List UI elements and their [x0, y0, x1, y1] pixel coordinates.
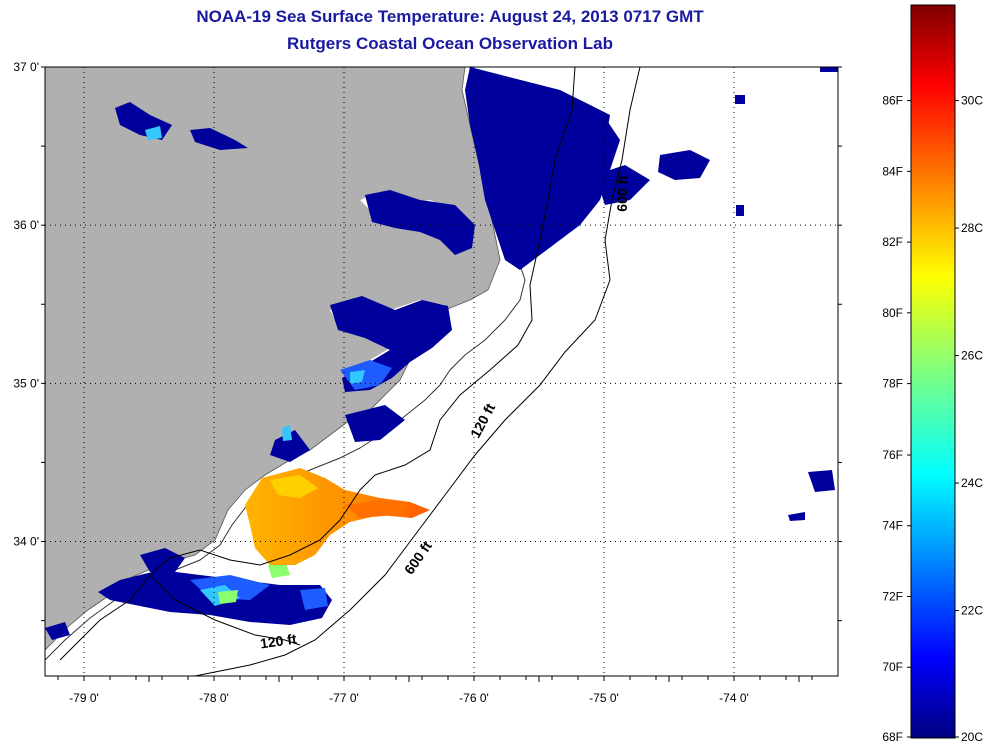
- map-subtitle: Rutgers Coastal Ocean Observation Lab: [287, 34, 613, 53]
- colorbar-f-label: 72F: [882, 589, 903, 603]
- axis-ticks: 37 0' 36 0' 35 0' 34 0' -79 0' -78 0' -77 0' -7…: [13, 60, 842, 705]
- colorbar-ticks: 86F 84F 82F 80F 78F 76F 74F 72F 70F 68F 30C 28C 26C 2…: [882, 94, 983, 744]
- contour-label: 600 ft: [614, 174, 631, 211]
- sst-cold-water: [45, 67, 838, 640]
- colorbar-f-label: 86F: [882, 94, 903, 108]
- colorbar-c-label: 20C: [961, 730, 983, 744]
- sst-warm-plume: [245, 468, 430, 565]
- colorbar-f-label: 76F: [882, 448, 903, 462]
- lon-label: -79 0': [69, 691, 99, 705]
- lon-label: -76 0': [459, 691, 489, 705]
- contour-label: 120 ft: [259, 630, 298, 651]
- colorbar: [910, 4, 956, 739]
- lon-label: -74 0': [719, 691, 749, 705]
- colorbar-f-label: 80F: [882, 306, 903, 320]
- lon-label: -78 0': [199, 691, 229, 705]
- colorbar-c-label: 30C: [961, 94, 983, 108]
- contour-120ft: [59, 67, 576, 661]
- lon-label: -77 0': [329, 691, 359, 705]
- lat-label: 34 0': [13, 535, 39, 549]
- colorbar-f-label: 82F: [882, 235, 903, 249]
- graticule: [45, 67, 838, 676]
- map-title: NOAA-19 Sea Surface Temperature: August …: [196, 7, 704, 26]
- colorbar-c-label: 28C: [961, 221, 983, 235]
- lon-label: -75 0': [589, 691, 619, 705]
- colorbar-c-label: 24C: [961, 476, 983, 490]
- contour-120ft-south: [149, 574, 301, 646]
- lat-label: 36 0': [13, 218, 39, 232]
- contour-600ft: [194, 67, 641, 676]
- colorbar-c-label: 22C: [961, 604, 983, 618]
- colorbar-f-label: 70F: [882, 660, 903, 674]
- lat-label: 35 0': [13, 376, 39, 390]
- colorbar-f-label: 84F: [882, 164, 903, 178]
- colorbar-f-label: 78F: [882, 377, 903, 391]
- colorbar-c-label: 26C: [961, 349, 983, 363]
- map-frame: [44, 66, 839, 677]
- colorbar-f-label: 74F: [882, 519, 903, 533]
- colorbar-f-label: 68F: [882, 730, 903, 744]
- lat-label: 37 0': [13, 60, 39, 74]
